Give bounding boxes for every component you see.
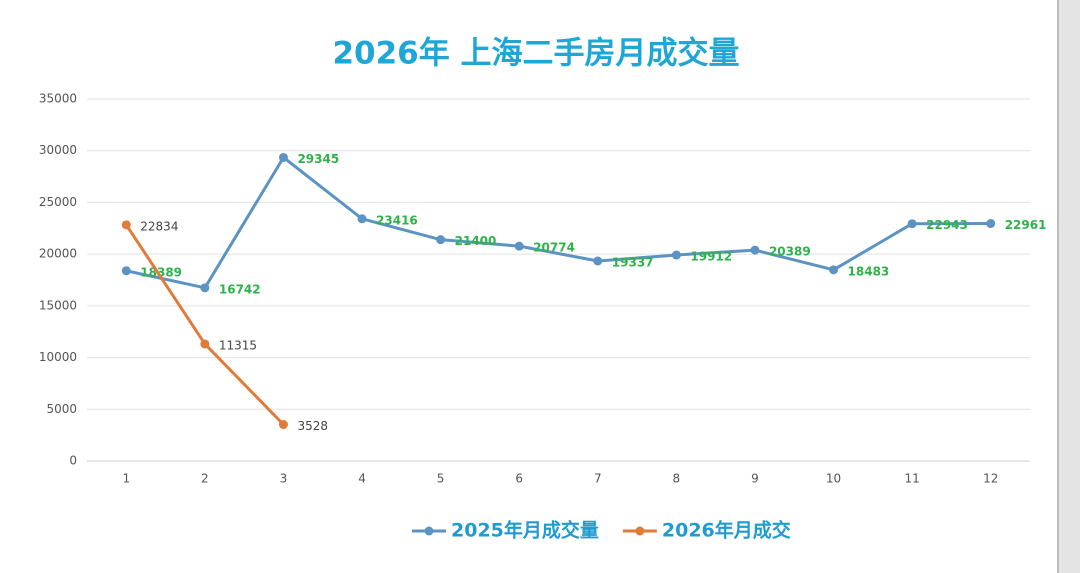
y-tick-label: 10000 — [39, 350, 77, 364]
data-point — [829, 265, 839, 275]
data-point — [750, 245, 760, 255]
legend-label: 2026年月成交 — [662, 519, 791, 542]
right-edge — [1058, 0, 1080, 573]
data-point — [278, 152, 288, 162]
x-tick-label: 6 — [515, 472, 523, 486]
x-tick-label: 8 — [673, 472, 681, 486]
data-point — [200, 339, 210, 349]
data-label: 19337 — [612, 256, 654, 270]
data-label: 18389 — [140, 265, 182, 279]
x-tick-label: 10 — [826, 472, 841, 486]
data-point — [278, 420, 288, 430]
data-point — [593, 256, 603, 266]
data-label: 20774 — [533, 241, 575, 255]
x-tick-label: 12 — [983, 472, 998, 486]
x-tick-label: 2 — [201, 472, 209, 486]
data-point — [436, 235, 446, 245]
series-line — [125, 155, 991, 290]
data-point — [357, 214, 367, 224]
data-label: 22943 — [926, 218, 968, 232]
y-tick-label: 25000 — [39, 195, 77, 209]
data-label: 3528 — [297, 419, 328, 433]
y-tick-label: 0 — [69, 454, 77, 468]
data-label: 16742 — [219, 282, 261, 296]
data-point — [514, 241, 524, 251]
x-tick-label: 11 — [904, 472, 919, 486]
data-label: 21400 — [455, 234, 497, 248]
legend-marker — [635, 526, 645, 536]
data-point — [200, 283, 210, 293]
legend-label: 2025年月成交量 — [451, 519, 599, 542]
data-label: 11315 — [219, 338, 257, 352]
y-tick-label: 5000 — [46, 402, 77, 416]
data-point — [121, 266, 131, 276]
data-label: 29345 — [297, 152, 339, 166]
x-tick-label: 4 — [358, 472, 366, 486]
y-tick-label: 15000 — [39, 298, 77, 312]
data-label: 22961 — [1005, 218, 1047, 232]
y-tick-label: 30000 — [39, 143, 77, 157]
legend-marker — [424, 526, 434, 536]
x-tick-label: 3 — [280, 472, 288, 486]
data-label: 18483 — [848, 264, 890, 278]
x-tick-label: 5 — [437, 472, 445, 486]
data-label: 22834 — [140, 219, 178, 233]
x-tick-label: 1 — [122, 472, 130, 486]
chart-background — [0, 0, 1058, 573]
data-point — [907, 219, 917, 229]
x-tick-label: 7 — [594, 472, 602, 486]
data-label: 19912 — [690, 250, 732, 264]
data-label: 23416 — [376, 213, 418, 227]
data-label: 20389 — [769, 245, 811, 259]
data-point — [671, 250, 681, 260]
y-tick-label: 35000 — [39, 92, 77, 106]
data-point — [986, 219, 996, 229]
y-tick-label: 20000 — [39, 247, 77, 261]
x-tick-label: 9 — [751, 472, 759, 486]
data-point — [121, 220, 131, 230]
chart-title: 2026年 上海二手房月成交量 — [332, 36, 739, 72]
